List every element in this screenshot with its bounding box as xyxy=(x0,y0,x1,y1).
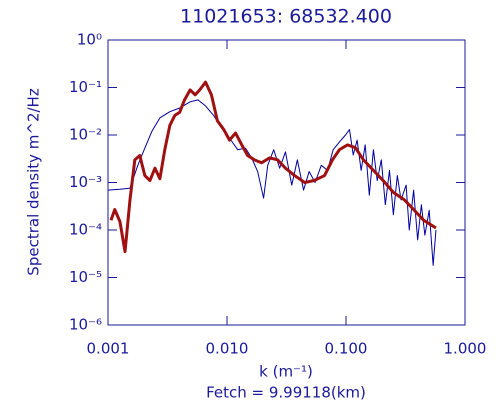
series-line xyxy=(109,80,437,254)
y-tick-label: 10⁻⁶ xyxy=(69,316,102,334)
y-axis-label: Spectral density m^2/Hz xyxy=(25,88,43,276)
y-tick-label: 10⁻³ xyxy=(69,173,102,191)
y-tick-label: 10⁻⁴ xyxy=(69,221,102,239)
y-tick-label: 10⁻² xyxy=(69,126,102,144)
y-tick-label: 10⁻⁵ xyxy=(69,268,102,286)
chart-title: 11021653: 68532.400 xyxy=(180,6,392,28)
plot-frame xyxy=(107,39,466,326)
series-line xyxy=(107,99,437,266)
y-tick-label: 10⁻¹ xyxy=(69,78,102,96)
annotation: Fetch = 9.99118(km) xyxy=(206,384,366,401)
x-axis-label: k (m⁻¹) xyxy=(259,363,313,381)
y-tick-label: 10⁰ xyxy=(77,31,102,49)
x-tick-label: 0.100 xyxy=(325,340,368,358)
x-tick-label: 1.000 xyxy=(444,340,487,358)
x-tick-label: 0.010 xyxy=(206,340,249,358)
x-tick-label: 0.001 xyxy=(87,340,130,358)
